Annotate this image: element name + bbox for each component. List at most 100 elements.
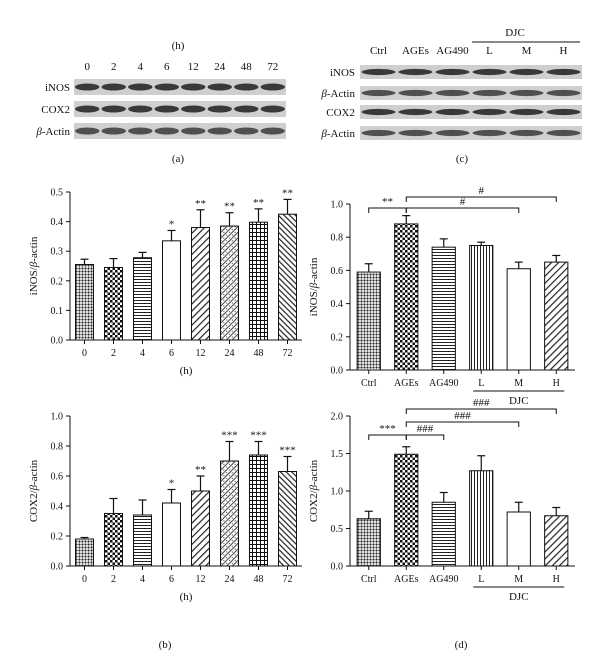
blot-band bbox=[128, 105, 153, 113]
bracket-label: ### bbox=[417, 423, 434, 435]
blot-lane-label: 4 bbox=[138, 61, 144, 73]
blot-lane-label: 12 bbox=[188, 61, 199, 73]
bar bbox=[191, 227, 210, 341]
blot-band bbox=[472, 89, 507, 97]
bar bbox=[220, 460, 239, 567]
y-tick-label: 0.5 bbox=[51, 188, 64, 199]
x-axis-label: (h) bbox=[180, 591, 193, 603]
y-tick-label: 0.4 bbox=[331, 299, 344, 310]
blot-band bbox=[181, 127, 206, 135]
x-tick-label: 12 bbox=[196, 348, 206, 359]
y-axis-label-prefix: COX2/ bbox=[308, 489, 320, 522]
blot-band bbox=[509, 68, 544, 76]
panel-letter-d: (d) bbox=[455, 639, 468, 651]
bar bbox=[220, 225, 239, 341]
blot-band bbox=[361, 129, 396, 137]
blot-band bbox=[398, 68, 433, 76]
x-tick-label: 72 bbox=[283, 574, 293, 585]
x-tick-label: L bbox=[478, 378, 484, 389]
blot-c: Ctrl AGEs AG490 L M H DJC iNOSβ-ActinCOX2β-Ac… bbox=[320, 27, 582, 165]
significance-label: ** bbox=[224, 201, 235, 213]
significance-label: ** bbox=[253, 197, 264, 209]
blot-band bbox=[181, 105, 206, 113]
x-tick-label: 24 bbox=[225, 348, 235, 359]
blot-strip bbox=[74, 101, 286, 117]
x-tick-label: AG490 bbox=[429, 574, 458, 585]
blot-lane-label: L bbox=[486, 45, 493, 57]
blot-band bbox=[398, 89, 433, 97]
bar bbox=[469, 470, 494, 567]
bracket-label: *** bbox=[379, 423, 396, 435]
blot-band bbox=[509, 89, 544, 97]
y-tick-label: 0.3 bbox=[51, 247, 64, 258]
y-tick-label: 0.1 bbox=[51, 306, 64, 317]
y-axis-label-italic: β bbox=[308, 484, 320, 491]
y-axis-label: COX2/β-actin bbox=[28, 459, 40, 522]
bracket-label: ### bbox=[473, 397, 490, 409]
blot-band bbox=[234, 105, 259, 113]
x-tick-label: 0 bbox=[82, 348, 87, 359]
y-tick-label: 0.0 bbox=[51, 336, 64, 347]
blot-row-label-text: -Actin bbox=[327, 128, 356, 140]
x-tick-label: 48 bbox=[254, 348, 264, 359]
significance-label: *** bbox=[279, 445, 296, 457]
significance-bracket bbox=[405, 408, 557, 414]
blot-band bbox=[234, 83, 259, 91]
y-tick-label: 0.2 bbox=[331, 332, 344, 343]
group-label: DJC bbox=[509, 591, 529, 603]
blot-row-label: COX2 bbox=[326, 107, 355, 119]
blot-row-label-italic: β bbox=[35, 126, 42, 138]
blot-strip bbox=[74, 79, 286, 95]
y-axis-label-suffix: -actin bbox=[308, 257, 320, 283]
y-tick-label: 0.0 bbox=[331, 562, 344, 573]
x-axis-label: (h) bbox=[180, 365, 193, 377]
x-tick-label: 24 bbox=[225, 574, 235, 585]
x-tick-label: 2 bbox=[111, 348, 116, 359]
significance-label: * bbox=[169, 478, 175, 490]
panel-letter-b: (b) bbox=[159, 639, 172, 651]
bar bbox=[394, 223, 419, 371]
blot-row-label: β-Actin bbox=[320, 88, 355, 100]
bar bbox=[506, 268, 531, 371]
x-tick-label: 12 bbox=[196, 574, 206, 585]
y-tick-label: 0.8 bbox=[51, 442, 64, 453]
bar bbox=[469, 245, 494, 371]
y-tick-label: 0.4 bbox=[51, 502, 64, 513]
blot-band bbox=[154, 127, 179, 135]
blot-lane-label: M bbox=[522, 45, 532, 57]
bar bbox=[133, 514, 152, 567]
y-tick-label: 0.4 bbox=[51, 217, 64, 228]
bracket-label: ** bbox=[382, 196, 393, 208]
y-axis-label: COX2/β-actin bbox=[308, 459, 320, 522]
y-axis-label-italic: β bbox=[308, 282, 320, 289]
bracket-label: ### bbox=[454, 410, 471, 422]
blot-band bbox=[128, 83, 153, 91]
blot-band bbox=[472, 68, 507, 76]
blot-band bbox=[435, 108, 470, 116]
blot-band bbox=[546, 68, 581, 76]
x-tick-label: 48 bbox=[254, 574, 264, 585]
y-axis-label-prefix: iNOS/ bbox=[308, 287, 320, 316]
blot-lane-label: 6 bbox=[164, 61, 170, 73]
y-axis-label-italic: β bbox=[28, 261, 40, 268]
blot-band bbox=[509, 108, 544, 116]
blot-band bbox=[398, 108, 433, 116]
blot-a-unit: (h) bbox=[172, 40, 185, 52]
blot-strip bbox=[360, 65, 582, 79]
blot-band bbox=[546, 108, 581, 116]
blot-a-lane-labels: 0 2 4 6 12 24 48 72 bbox=[85, 61, 279, 73]
blot-band bbox=[128, 127, 153, 135]
x-tick-label: AG490 bbox=[429, 378, 458, 389]
significance-bracket bbox=[368, 207, 407, 213]
blot-lane-label: H bbox=[560, 45, 568, 57]
y-tick-label: 0.6 bbox=[331, 266, 344, 277]
blot-band bbox=[361, 108, 396, 116]
blot-band bbox=[234, 127, 259, 135]
blot-lane-label: 0 bbox=[85, 61, 91, 73]
blot-lane-label: 72 bbox=[267, 61, 278, 73]
y-axis-label-suffix: -actin bbox=[28, 236, 40, 262]
significance-label: ** bbox=[282, 187, 293, 199]
blot-row-label: iNOS bbox=[330, 67, 355, 79]
blot-band bbox=[435, 129, 470, 137]
